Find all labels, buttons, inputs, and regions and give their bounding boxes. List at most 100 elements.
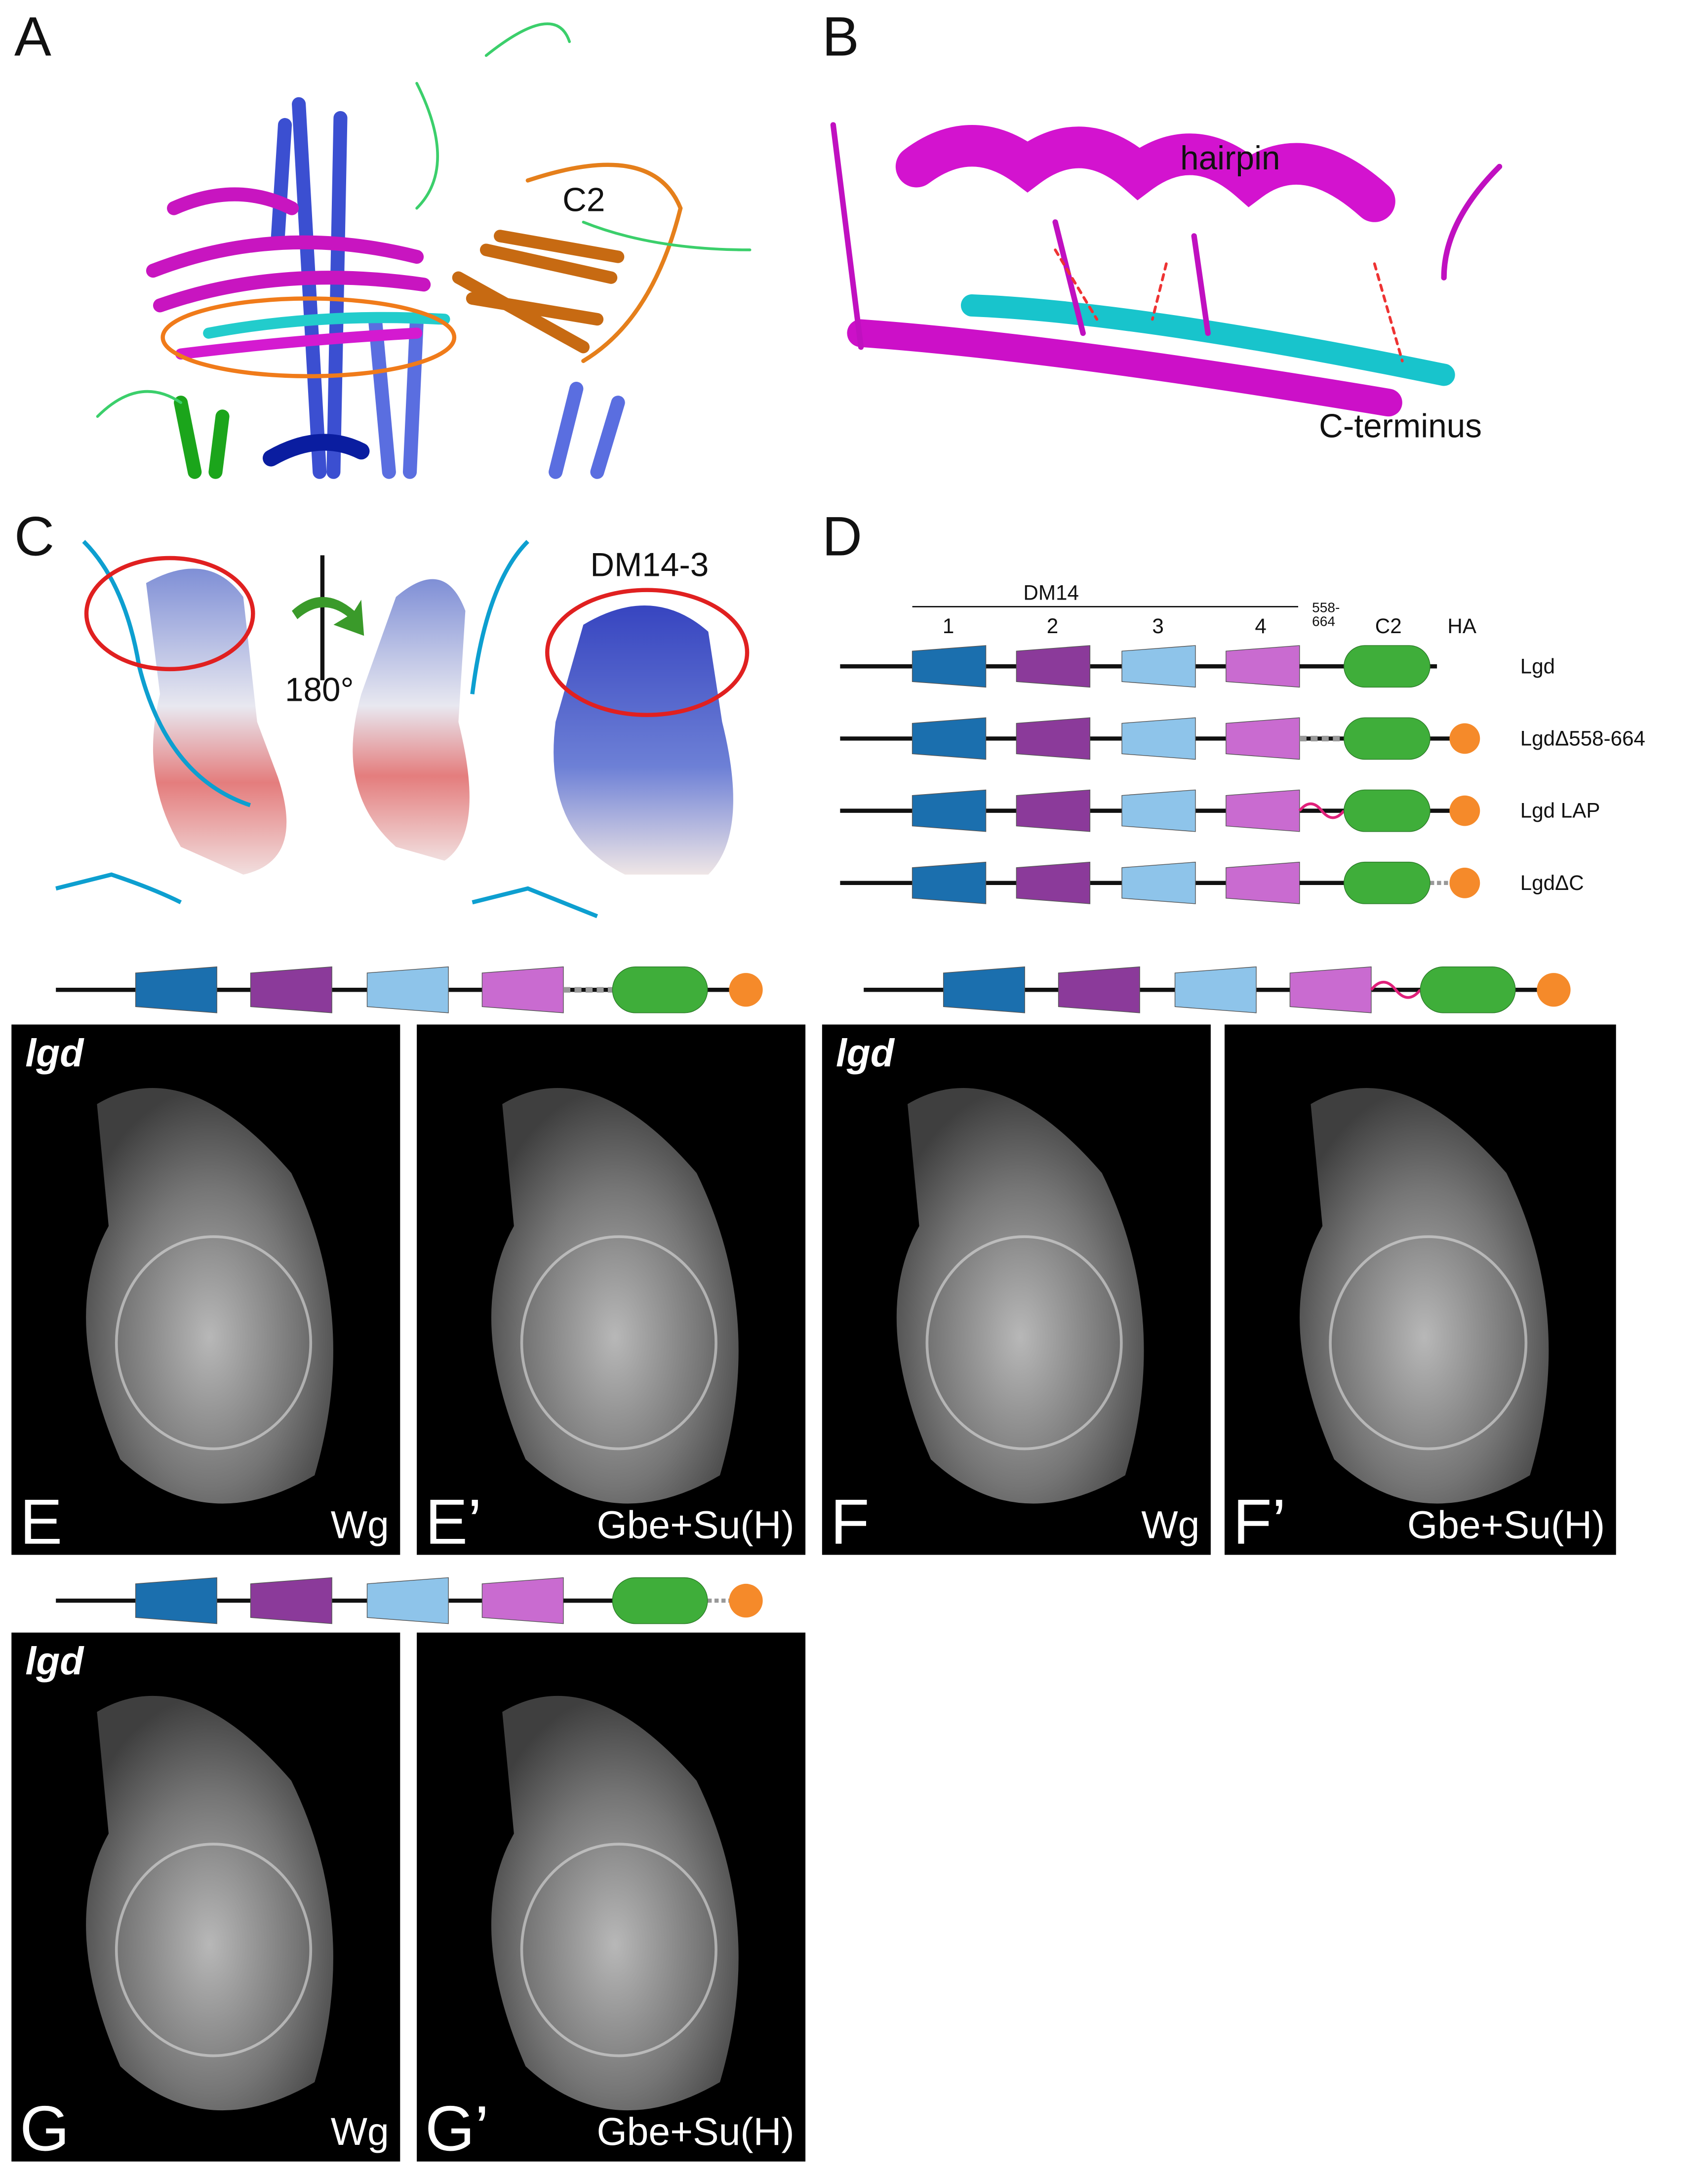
annotation: C2 <box>562 181 605 218</box>
dm14-domain <box>1016 645 1091 688</box>
construct-name: LgdΔC <box>1520 871 1584 894</box>
construct-name: LgdΔ558-664 <box>1520 726 1645 750</box>
dm14-domain <box>135 966 217 1013</box>
ha-tag <box>729 973 763 1007</box>
highlight-ellipse <box>160 296 457 378</box>
structure-a <box>96 22 752 479</box>
dm14-domain <box>1121 717 1196 760</box>
panel-label: F’ <box>1233 1487 1286 1558</box>
c2-domain <box>1344 861 1430 904</box>
pouch <box>520 1843 717 2057</box>
lap-linker <box>1298 802 1345 819</box>
repeat-label: 4 <box>1255 614 1266 638</box>
panel-label: G <box>20 2093 70 2164</box>
dm14-domain <box>1016 861 1091 904</box>
panel-label: G’ <box>425 2093 489 2164</box>
panel-b: B hairpin C-terminus <box>822 5 1503 444</box>
helix <box>263 434 370 467</box>
dm14-domain <box>1226 645 1300 688</box>
ribbon <box>55 540 598 919</box>
c2-domain <box>612 1577 708 1624</box>
repeat-label: 1 <box>943 614 954 638</box>
structure-b <box>830 122 1503 417</box>
helix <box>368 312 625 479</box>
surface <box>554 605 733 875</box>
dm14-domain <box>1226 861 1300 904</box>
panel-label: E’ <box>425 1487 482 1558</box>
stain: Wg <box>331 1503 389 1547</box>
region-header: DM14 <box>1023 581 1078 604</box>
dm14-domain <box>1289 966 1372 1013</box>
strand <box>847 319 1402 417</box>
loop <box>525 162 683 363</box>
dm14-domain <box>1226 717 1300 760</box>
stain: Gbe+Su(H) <box>1407 1503 1605 1547</box>
stain: Gbe+Su(H) <box>596 1503 794 1547</box>
panel-c: C 180° DM14-3 <box>14 505 750 919</box>
dm14-domain <box>912 645 987 688</box>
dm14-domain <box>481 1577 564 1624</box>
genotype: lgd <box>836 1031 895 1075</box>
dm14-domain <box>366 966 449 1013</box>
c2-domain <box>1344 645 1430 688</box>
strand <box>175 327 423 360</box>
region-label: 664 <box>1312 614 1335 629</box>
region-label: 558- <box>1312 600 1340 615</box>
c2-domain <box>612 966 708 1013</box>
c2-domain <box>1344 717 1430 760</box>
wing-disc <box>896 1088 1144 1504</box>
ha-tag <box>1537 973 1571 1007</box>
panel-label: F <box>831 1487 870 1558</box>
panel-a: A C2 <box>14 5 752 479</box>
ha-tag <box>1449 723 1480 754</box>
wing-disc <box>491 1088 739 1504</box>
domain-column: HA <box>1447 614 1476 638</box>
wing-disc <box>491 1695 739 2111</box>
ha-tag <box>729 1583 763 1618</box>
c2-domain <box>1420 966 1516 1013</box>
helix <box>271 97 348 479</box>
ha-tag <box>1449 795 1480 826</box>
dm14-domain <box>912 789 987 832</box>
dm14-domain <box>250 966 332 1013</box>
annotation: hairpin <box>1180 140 1280 177</box>
dm14-domain <box>1016 717 1091 760</box>
dm14-domain <box>1174 966 1257 1013</box>
wing-disc <box>86 1088 333 1504</box>
c2-domain <box>1344 789 1430 832</box>
dm14-domain <box>1016 789 1091 832</box>
repeat-label: 3 <box>1152 614 1163 638</box>
helix <box>174 396 230 479</box>
genotype: lgd <box>25 1031 84 1075</box>
stain: Wg <box>1141 1503 1199 1547</box>
pouch <box>115 1843 313 2057</box>
dm14-domain <box>366 1577 449 1624</box>
stain: Gbe+Su(H) <box>596 2110 794 2153</box>
strand <box>203 312 450 339</box>
dm14-domain <box>1121 789 1196 832</box>
side-chain <box>830 122 1503 350</box>
stain: Wg <box>331 2110 389 2153</box>
dm14-domain <box>943 966 1025 1013</box>
pouch <box>1329 1235 1528 1450</box>
c2-domain <box>452 230 625 354</box>
dm14-domain <box>912 861 987 904</box>
surface <box>146 568 287 875</box>
lap-linker <box>1370 981 1422 999</box>
repeat-label: 2 <box>1047 614 1058 638</box>
loop <box>96 22 752 418</box>
surface <box>353 579 470 861</box>
dm14-domain <box>912 717 987 760</box>
construct-name: Lgd LAP <box>1520 799 1600 822</box>
construct-name: Lgd <box>1520 654 1555 678</box>
highlight-ellipse <box>545 588 750 717</box>
hairpin-helix <box>895 125 1395 222</box>
pouch <box>520 1235 717 1450</box>
dm14-domain <box>1058 966 1140 1013</box>
wing-disc <box>1300 1088 1549 1504</box>
dm14-domain <box>250 1577 332 1624</box>
panel-label: B <box>822 5 859 67</box>
genotype: lgd <box>25 1639 84 1683</box>
